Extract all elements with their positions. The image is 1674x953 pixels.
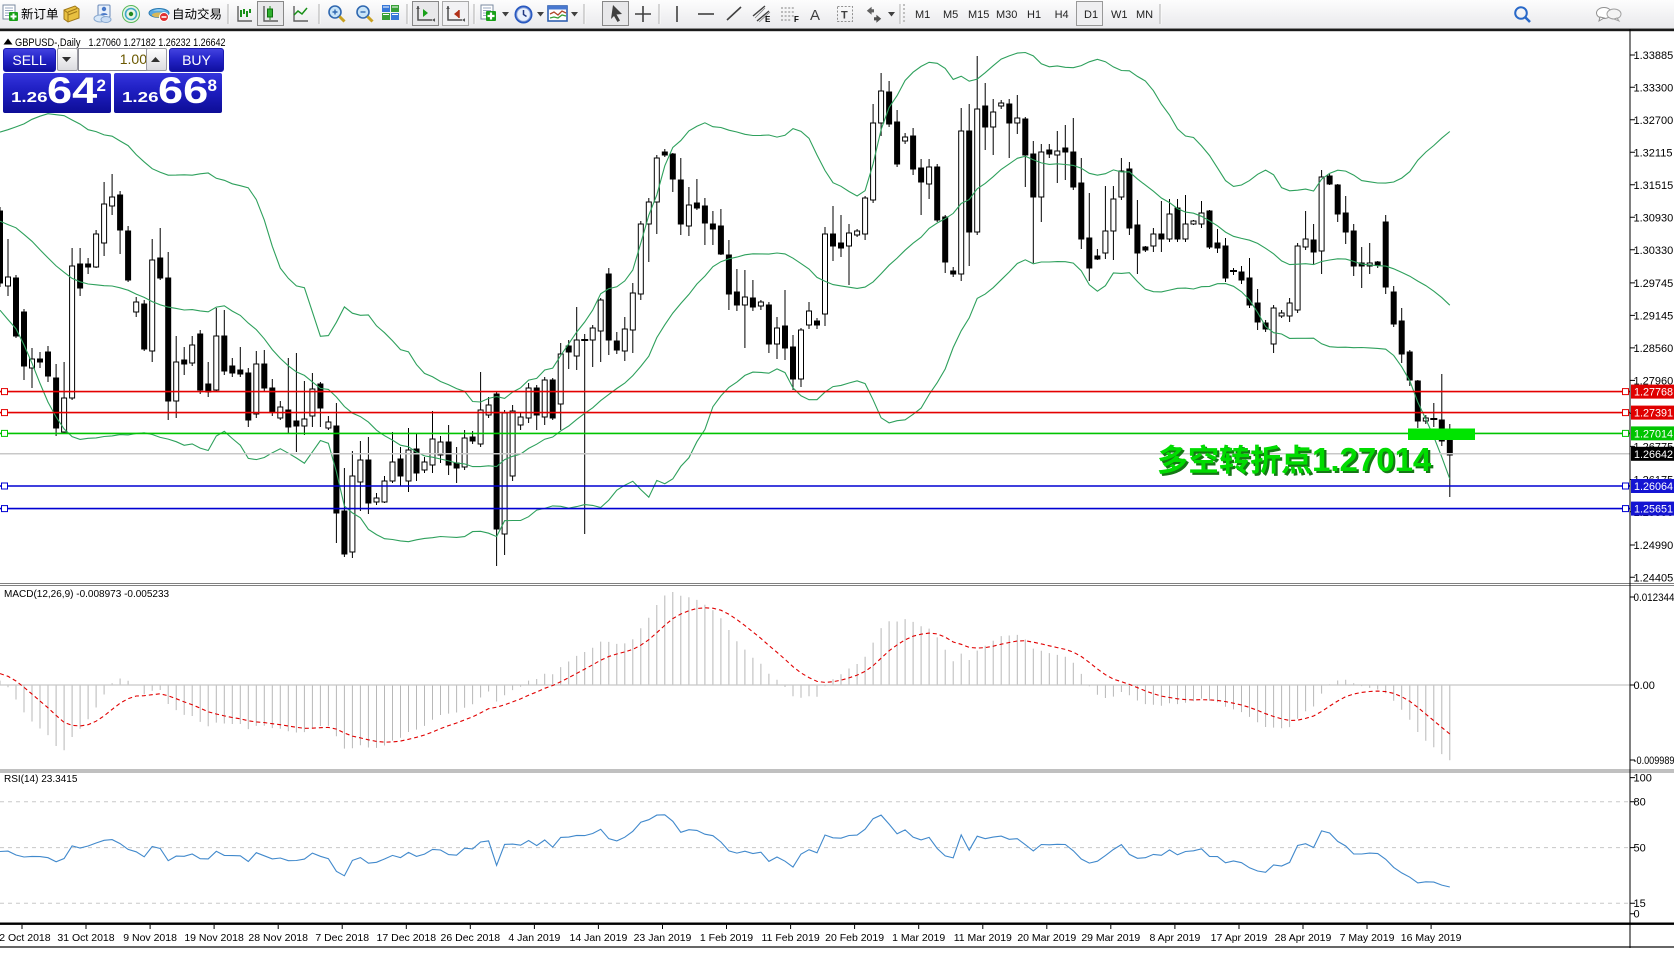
svg-text:D1: D1	[1084, 9, 1098, 21]
svg-text:1 Feb 2019: 1 Feb 2019	[700, 932, 753, 944]
svg-text:1.32700: 1.32700	[1634, 115, 1674, 127]
svg-text:1.25651: 1.25651	[1634, 504, 1673, 516]
svg-text:17 Apr 2019: 17 Apr 2019	[1211, 932, 1268, 944]
svg-text:H1: H1	[1027, 9, 1041, 21]
svg-text:0: 0	[1634, 909, 1640, 921]
svg-text:80: 80	[1634, 797, 1646, 809]
svg-text:11 Feb 2019: 11 Feb 2019	[762, 932, 820, 944]
svg-text:1.24405: 1.24405	[1634, 572, 1674, 584]
svg-text:M5: M5	[943, 9, 958, 21]
svg-text:RSI(14) 23.3415: RSI(14) 23.3415	[4, 774, 78, 785]
svg-text:H4: H4	[1055, 9, 1069, 21]
svg-text:23 Jan 2019: 23 Jan 2019	[634, 932, 692, 944]
svg-text:1.29145: 1.29145	[1634, 310, 1674, 322]
svg-text:0.012344: 0.012344	[1634, 592, 1674, 604]
svg-text:22 Oct 2018: 22 Oct 2018	[0, 932, 51, 944]
svg-text:20 Mar 2019: 20 Mar 2019	[1017, 932, 1076, 944]
svg-text:7 Dec 2018: 7 Dec 2018	[315, 932, 369, 944]
svg-text:50: 50	[1634, 843, 1646, 855]
svg-text:1.27768: 1.27768	[1634, 387, 1673, 399]
svg-text:1.29745: 1.29745	[1634, 278, 1674, 290]
svg-text:4 Jan 2019: 4 Jan 2019	[508, 932, 560, 944]
svg-text:MN: MN	[1136, 9, 1153, 21]
svg-text:7 May 2019: 7 May 2019	[1340, 932, 1395, 944]
svg-text:-0.009989: -0.009989	[1634, 755, 1674, 767]
svg-text:17 Dec 2018: 17 Dec 2018	[377, 932, 437, 944]
svg-text:29 Mar 2019: 29 Mar 2019	[1081, 932, 1140, 944]
svg-text:1.27014: 1.27014	[1634, 428, 1673, 440]
svg-text:1.26642: 1.26642	[1634, 449, 1673, 461]
svg-text:28 Apr 2019: 28 Apr 2019	[1275, 932, 1332, 944]
svg-text:20 Feb 2019: 20 Feb 2019	[825, 932, 884, 944]
svg-text:1.28560: 1.28560	[1634, 343, 1674, 355]
svg-text:1.33885: 1.33885	[1634, 50, 1674, 62]
svg-text:1.32115: 1.32115	[1634, 147, 1673, 159]
svg-text:16 May 2019: 16 May 2019	[1401, 932, 1462, 944]
svg-text:M1: M1	[915, 9, 930, 21]
svg-text:M15: M15	[968, 9, 989, 21]
svg-text:9 Nov 2018: 9 Nov 2018	[123, 932, 177, 944]
svg-text:A: A	[810, 7, 820, 24]
svg-text:11 Mar 2019: 11 Mar 2019	[954, 932, 1012, 944]
svg-text:8 Apr 2019: 8 Apr 2019	[1150, 932, 1201, 944]
svg-text:1.31515: 1.31515	[1634, 180, 1674, 192]
svg-text:1.27391: 1.27391	[1634, 408, 1673, 420]
svg-text:W1: W1	[1111, 9, 1128, 21]
svg-text:1.27014: 1.27014	[1312, 441, 1432, 478]
svg-text:E: E	[765, 15, 771, 24]
svg-text:1.30930: 1.30930	[1634, 212, 1674, 224]
svg-text:0.00: 0.00	[1634, 680, 1655, 692]
svg-text:26 Dec 2018: 26 Dec 2018	[441, 932, 501, 944]
svg-text:F: F	[794, 15, 799, 24]
svg-text:MACD(12,26,9) -0.008973 -0.005: MACD(12,26,9) -0.008973 -0.005233	[4, 589, 170, 600]
svg-text:T: T	[841, 10, 848, 22]
svg-text:14 Jan 2019: 14 Jan 2019	[569, 932, 627, 944]
svg-text:1.26064: 1.26064	[1634, 481, 1673, 493]
svg-text:19 Nov 2018: 19 Nov 2018	[184, 932, 244, 944]
svg-text:31 Oct 2018: 31 Oct 2018	[57, 932, 114, 944]
svg-text:1.24990: 1.24990	[1634, 540, 1674, 552]
svg-text:1.30330: 1.30330	[1634, 245, 1674, 257]
svg-text:28 Nov 2018: 28 Nov 2018	[248, 932, 308, 944]
svg-text:M30: M30	[996, 9, 1017, 21]
svg-text:1 Mar 2019: 1 Mar 2019	[892, 932, 945, 944]
svg-text:100: 100	[1634, 773, 1652, 785]
svg-text:1.33300: 1.33300	[1634, 82, 1674, 94]
